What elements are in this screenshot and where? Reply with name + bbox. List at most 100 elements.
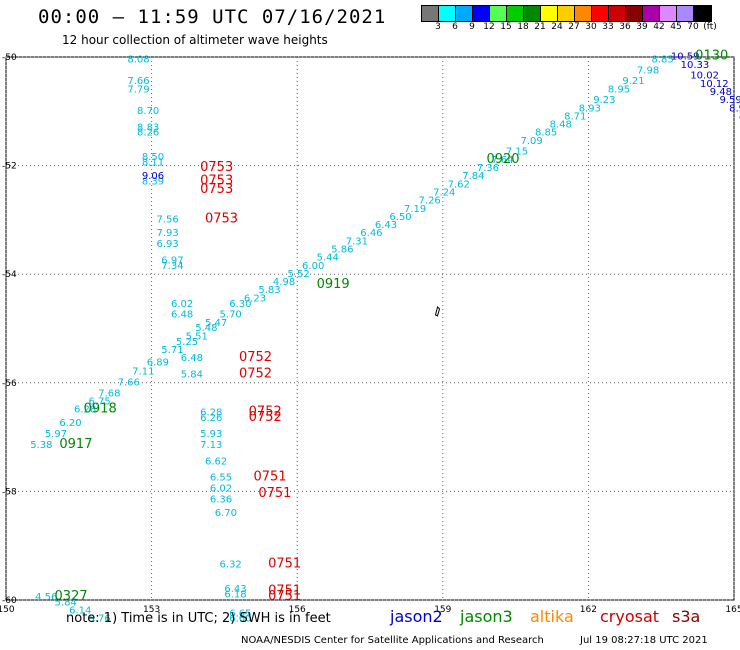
wave-height-label: 6.20 bbox=[59, 418, 81, 429]
wave-height-label: 6.60 bbox=[229, 614, 251, 625]
wave-height-label: 8.48 bbox=[550, 120, 572, 131]
wave-height-label: 5.48 bbox=[195, 323, 217, 334]
colorbar-swatch bbox=[524, 6, 541, 21]
colorbar-tick: 45 bbox=[670, 22, 682, 32]
wave-height-label: 7.64 bbox=[491, 155, 513, 166]
wave-height-label: 10.12 bbox=[700, 79, 729, 90]
colorbar-tick: 36 bbox=[619, 22, 631, 32]
latitude-tick: -54 bbox=[2, 270, 17, 280]
wave-height-label: 5.47 bbox=[205, 318, 227, 329]
colorbar-swatch bbox=[422, 6, 439, 21]
page-title: 00:00 – 11:59 UTC 07/16/2021 bbox=[38, 6, 387, 28]
colorbar-swatch bbox=[490, 6, 507, 21]
pass-time-label: 0751 bbox=[254, 470, 287, 485]
latitude-tick: -60 bbox=[2, 596, 17, 606]
wave-height-colorbar bbox=[421, 5, 712, 22]
pass-time-label: 0751 bbox=[268, 589, 301, 604]
legend-cryosat: cryosat bbox=[600, 607, 660, 626]
colorbar-swatch bbox=[660, 6, 677, 21]
pass-time-label: 0919 bbox=[317, 277, 350, 292]
wave-height-label: 8.95 bbox=[608, 84, 630, 95]
wave-height-label: 6.89 bbox=[147, 357, 169, 368]
wave-height-label: 7.24 bbox=[433, 187, 455, 198]
wave-height-label: 6.36 bbox=[210, 494, 232, 505]
wave-height-label: 6.43 bbox=[375, 220, 397, 231]
wave-height-label: 5.70 bbox=[220, 310, 242, 321]
wave-height-label: 6.32 bbox=[220, 559, 242, 570]
colorbar-tick: 30 bbox=[585, 22, 597, 32]
colorbar-swatch bbox=[677, 6, 694, 21]
wave-height-label: 6.46 bbox=[360, 228, 382, 239]
pass-time-label: 0751 bbox=[268, 584, 301, 599]
wave-height-label: 9.48 bbox=[710, 87, 732, 98]
wave-height-label: 5.83 bbox=[258, 285, 280, 296]
wave-height-label: 5.86 bbox=[331, 244, 353, 255]
colorbar-swatch bbox=[575, 6, 592, 21]
wave-height-label: 8.70 bbox=[137, 106, 159, 117]
wave-height-label: 6.28 bbox=[200, 407, 222, 418]
wave-height-label: 5.52 bbox=[287, 269, 309, 280]
footer-note: note: 1) Time is in UTC; 2) SWH is in fe… bbox=[66, 611, 331, 626]
wave-height-label: 6.65 bbox=[229, 608, 251, 619]
legend-altika: altika bbox=[530, 607, 574, 626]
wave-height-label: 6.97 bbox=[161, 255, 183, 266]
colorbar-swatch bbox=[541, 6, 558, 21]
latitude-tick: -50 bbox=[2, 53, 17, 63]
legend-jason2: jason2 bbox=[390, 607, 443, 626]
latitude-tick: -56 bbox=[2, 379, 17, 389]
wave-height-label: 8.93 bbox=[579, 103, 601, 114]
wave-height-label: 9.50 bbox=[739, 114, 740, 125]
pass-time-label: 0327 bbox=[55, 589, 88, 604]
latitude-tick: -52 bbox=[2, 162, 17, 172]
colorbar-swatch bbox=[558, 6, 575, 21]
longitude-tick: 150 bbox=[0, 605, 15, 615]
wave-height-label: 7.62 bbox=[448, 179, 470, 190]
island-outline bbox=[434, 305, 441, 317]
colorbar-tick: (ft) bbox=[703, 22, 717, 32]
latitude-tick: -58 bbox=[2, 487, 17, 497]
wave-height-label: 6.30 bbox=[229, 299, 251, 310]
pass-time-label: 0751 bbox=[268, 556, 301, 571]
wave-height-label: 6.02 bbox=[210, 483, 232, 494]
pass-time-label: 0752 bbox=[249, 404, 282, 419]
colorbar-tick: 9 bbox=[469, 22, 475, 32]
wave-height-label: 5.71 bbox=[161, 345, 183, 356]
wave-height-label: 7.98 bbox=[637, 65, 659, 76]
wave-height-label: 7.93 bbox=[156, 228, 178, 239]
wave-height-label: 7.68 bbox=[98, 388, 120, 399]
colorbar-swatch bbox=[439, 6, 456, 21]
longitude-tick: 159 bbox=[434, 605, 451, 615]
wave-height-label: 4.56 bbox=[35, 592, 57, 603]
pass-time-label: 0753 bbox=[200, 182, 233, 197]
pass-time-label: 0753 bbox=[200, 174, 233, 189]
wave-height-label: 7.66 bbox=[118, 378, 140, 389]
colorbar-swatch bbox=[507, 6, 524, 21]
pass-time-label: 0752 bbox=[239, 366, 272, 381]
wave-height-label: 8.91 bbox=[729, 103, 740, 114]
colorbar-swatch bbox=[473, 6, 490, 21]
pass-time-label: 0918 bbox=[84, 402, 117, 417]
wave-height-label: 5.84 bbox=[55, 597, 77, 608]
colorbar-tick: 3 bbox=[435, 22, 441, 32]
colorbar-tick: 6 bbox=[452, 22, 458, 32]
pass-time-label: 0752 bbox=[239, 350, 272, 365]
wave-height-label: 6.26 bbox=[200, 413, 222, 424]
wave-height-label: 7.84 bbox=[462, 171, 484, 182]
wave-height-label: 7.13 bbox=[200, 440, 222, 451]
wave-height-label: 5.38 bbox=[30, 440, 52, 451]
longitude-tick: 165 bbox=[725, 605, 740, 615]
colorbar-swatch bbox=[456, 6, 473, 21]
wave-height-label: 8.83 bbox=[137, 122, 159, 133]
wave-height-label: 9.59 bbox=[719, 95, 740, 106]
colorbar-swatch bbox=[609, 6, 626, 21]
wave-height-label: 7.34 bbox=[161, 261, 183, 272]
wave-height-label: 7.26 bbox=[419, 196, 441, 207]
wave-height-label: 8.85 bbox=[535, 128, 557, 139]
colorbar-tick: 39 bbox=[636, 22, 648, 32]
page-subtitle: 12 hour collection of altimeter wave hei… bbox=[62, 33, 328, 47]
wave-height-label: 5.51 bbox=[186, 331, 208, 342]
colorbar-tick: 12 bbox=[483, 22, 495, 32]
wave-height-label: 7.66 bbox=[127, 76, 149, 87]
wave-height-label: 7.09 bbox=[520, 136, 542, 147]
